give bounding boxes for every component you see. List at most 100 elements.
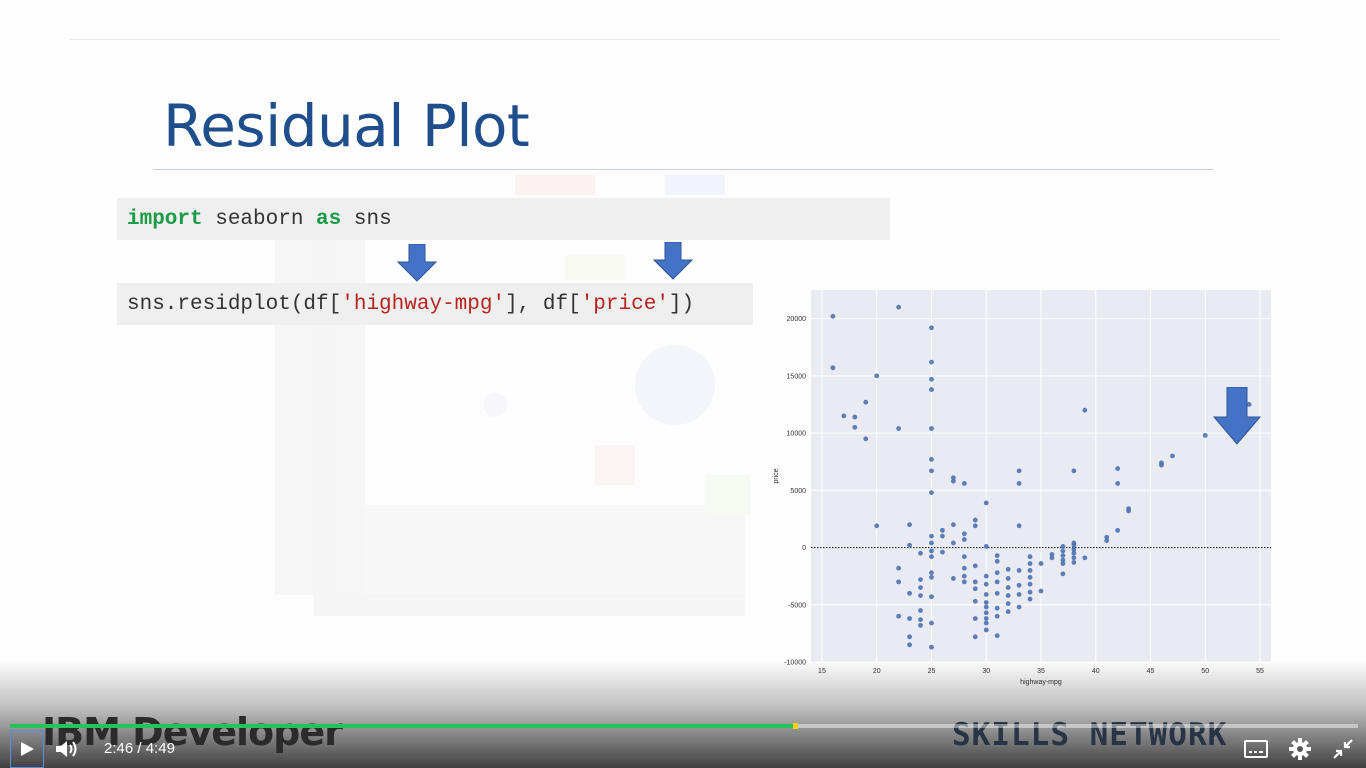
ibm-developer-logo: IBM Developer xyxy=(42,710,343,754)
data-point xyxy=(983,573,989,579)
data-point xyxy=(1115,527,1121,533)
string-literal: 'highway-mpg' xyxy=(341,292,506,316)
data-point xyxy=(1027,581,1033,587)
data-point xyxy=(1126,508,1132,514)
data-point xyxy=(830,365,836,371)
data-point xyxy=(972,579,978,585)
data-point xyxy=(1027,568,1033,573)
data-point xyxy=(863,436,869,442)
data-point xyxy=(983,500,989,506)
code-text: sns xyxy=(341,207,392,231)
data-point xyxy=(929,620,934,626)
data-point xyxy=(1005,576,1011,581)
slide-title: Residual Plot xyxy=(163,92,530,160)
data-point xyxy=(1104,538,1110,544)
data-point xyxy=(1170,453,1175,459)
data-point xyxy=(1016,604,1022,610)
exit-fullscreen-button[interactable] xyxy=(1328,730,1358,768)
gear-icon xyxy=(1289,738,1311,760)
exit-fullscreen-icon xyxy=(1333,739,1353,759)
data-point xyxy=(896,579,902,585)
data-point xyxy=(1005,601,1011,607)
time-separator: / xyxy=(137,740,142,757)
data-point xyxy=(972,523,978,529)
data-point xyxy=(929,554,934,560)
data-point xyxy=(1082,555,1088,561)
progress-played xyxy=(10,724,794,728)
data-point xyxy=(918,622,923,628)
data-point xyxy=(929,574,934,580)
code-line-residplot: sns.residplot(df['highway-mpg'], df['pri… xyxy=(117,283,753,325)
data-point xyxy=(929,468,934,474)
data-point xyxy=(994,633,1000,639)
skills-network-logo: SKILLS NETWORK xyxy=(952,717,1228,753)
data-point xyxy=(940,527,945,533)
volume-button[interactable] xyxy=(52,730,82,768)
settings-button[interactable] xyxy=(1284,730,1316,768)
data-point xyxy=(950,540,956,546)
data-point xyxy=(907,634,912,640)
volume-icon xyxy=(56,741,77,757)
watermark-logo xyxy=(275,175,750,616)
progress-handle[interactable] xyxy=(793,723,799,729)
y-tick-label: 5000 xyxy=(790,488,806,495)
data-point xyxy=(994,605,1000,611)
data-point xyxy=(961,579,967,585)
data-point xyxy=(1060,571,1066,577)
data-point xyxy=(994,590,1000,596)
string-literal: 'price' xyxy=(580,292,669,316)
data-point xyxy=(940,549,945,555)
data-point xyxy=(929,359,934,365)
progress-bar[interactable] xyxy=(10,723,1358,729)
data-point xyxy=(983,592,989,597)
down-arrow-icon xyxy=(653,242,693,280)
data-point xyxy=(1027,596,1033,602)
data-point xyxy=(1005,593,1011,599)
data-point xyxy=(994,570,1000,576)
data-point xyxy=(961,573,967,579)
top-rule xyxy=(70,39,1280,40)
data-point xyxy=(896,565,902,571)
data-point xyxy=(1060,561,1066,566)
data-point xyxy=(961,531,967,537)
data-point xyxy=(983,620,989,626)
data-point xyxy=(918,617,923,623)
data-point xyxy=(929,426,934,431)
y-tick-label: -5000 xyxy=(788,602,806,609)
data-point xyxy=(983,543,989,549)
data-point xyxy=(950,522,956,528)
data-point xyxy=(950,478,956,484)
data-point xyxy=(1027,561,1033,566)
data-point xyxy=(1016,481,1022,486)
data-point xyxy=(983,581,989,587)
code-text: ]) xyxy=(668,292,695,316)
data-point xyxy=(907,642,912,648)
data-point xyxy=(983,600,989,605)
data-point xyxy=(929,548,934,554)
data-point xyxy=(983,610,989,616)
duration: 4:49 xyxy=(145,740,175,757)
data-point xyxy=(1082,407,1088,413)
code-text: seaborn xyxy=(202,207,317,231)
data-point xyxy=(929,540,934,546)
data-point xyxy=(907,522,912,528)
data-point xyxy=(907,616,912,621)
play-button[interactable] xyxy=(10,730,44,768)
y-tick-label: 15000 xyxy=(787,373,807,380)
data-point xyxy=(1016,523,1022,529)
residual-plot-chart: 152025303540455055-10000-500005000100001… xyxy=(768,286,1278,686)
data-point xyxy=(929,387,934,392)
y-tick-label: 20000 xyxy=(787,316,807,323)
player-controls: 2:46 / 4:49 xyxy=(0,730,1366,768)
code-text: ], df[ xyxy=(505,292,581,316)
data-point xyxy=(1038,588,1044,594)
data-point xyxy=(994,558,1000,564)
data-point xyxy=(1071,550,1077,556)
captions-button[interactable] xyxy=(1240,730,1272,768)
data-point xyxy=(1016,592,1022,597)
data-point xyxy=(950,576,956,581)
data-point xyxy=(1071,555,1077,561)
play-icon xyxy=(21,742,34,756)
data-point xyxy=(896,613,902,619)
